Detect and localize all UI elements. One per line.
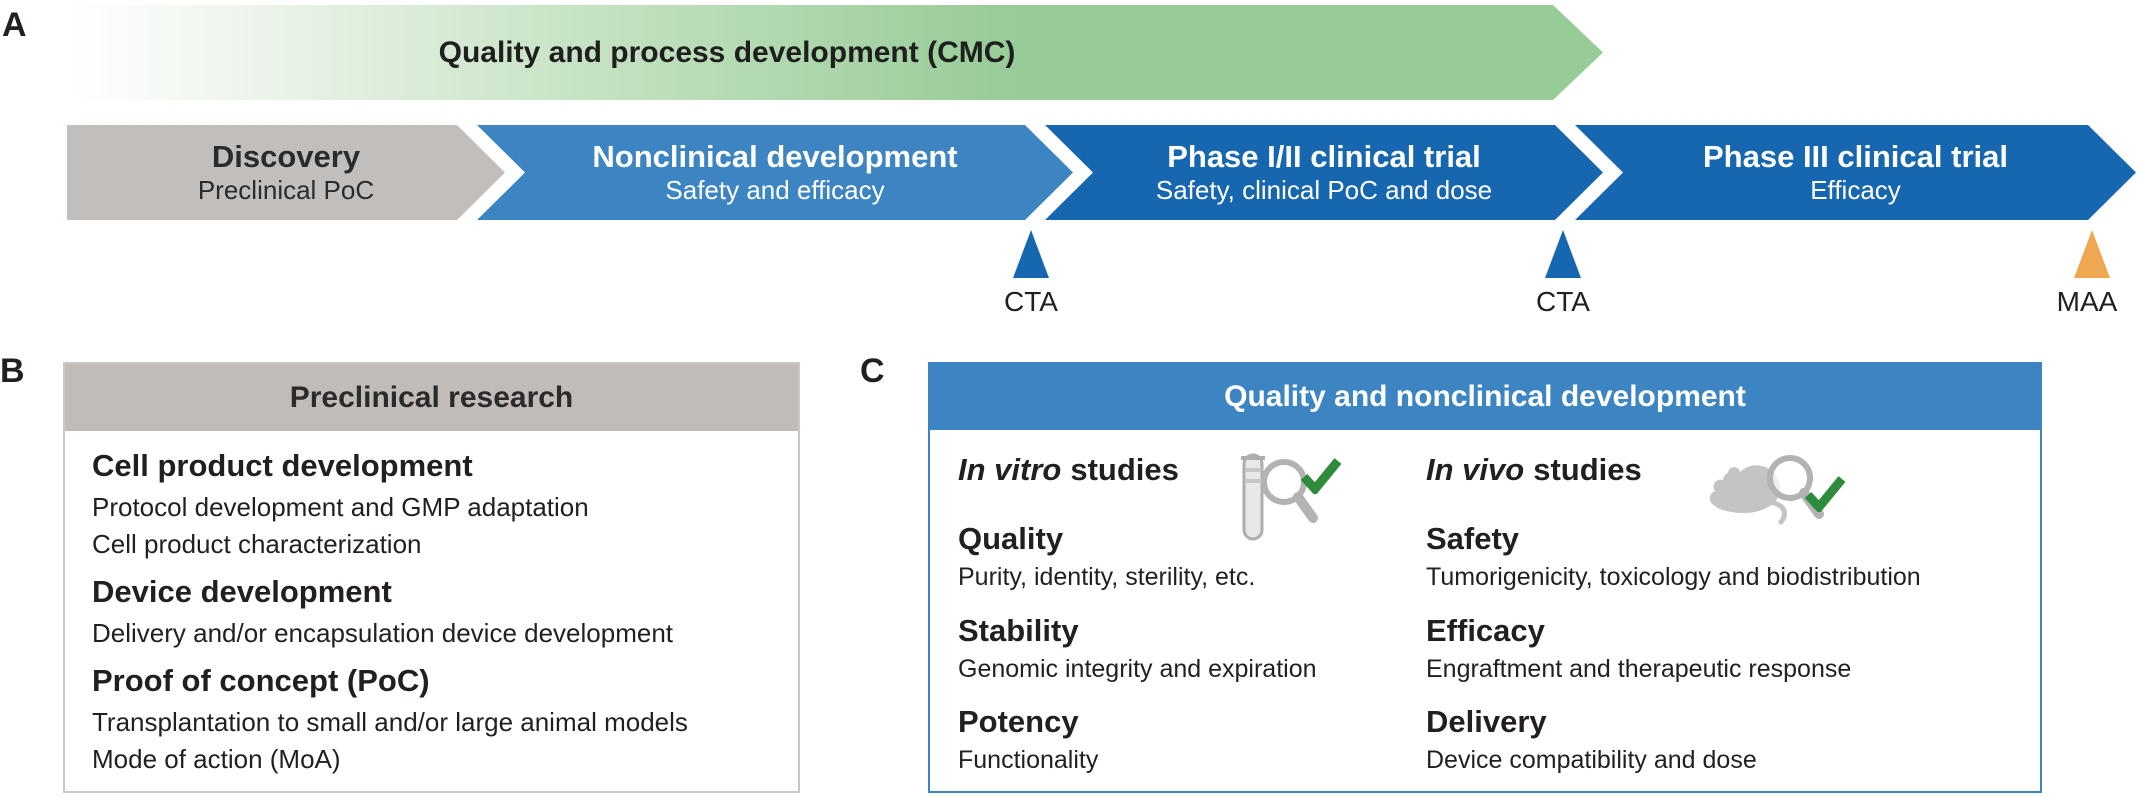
cta-marker-triangle-icon [1545,230,1581,278]
in-vitro-icon-cluster [1238,450,1398,550]
section-line: Engraftment and therapeutic response [1426,654,1852,683]
cmc-process-arrow: Quality and process development (CMC) [67,5,1603,100]
cta-marker-triangle-icon [1013,230,1049,278]
section-line: Mode of action (MoA) [92,744,341,775]
stage-title: Nonclinical development [592,139,958,175]
section-line: Purity, identity, sterility, etc. [958,563,1256,592]
panel-c-label: C [860,352,885,390]
panel-a-label: A [2,6,27,44]
stage-phase-3-clinical-trial: Phase III clinical trial Efficacy [1575,125,2136,220]
in-vitro-title-rest: studies [1070,452,1179,487]
stage-discovery: Discovery Preclinical PoC [67,125,505,220]
section-line: Delivery and/or encapsulation device dev… [92,618,674,649]
stage-phase-1-2-clinical-trial: Phase I/II clinical trial Safety, clinic… [1045,125,1603,220]
section-heading: Safety [1426,521,1520,556]
stage-title: Phase III clinical trial [1703,139,2008,175]
mouse-icon [1709,465,1787,525]
stage-nonclinical-development: Nonclinical development Safety and effic… [477,125,1073,220]
section-line: Protocol development and GMP adaptation [92,491,589,522]
section-heading: Efficacy [1426,612,1545,648]
stage-subtitle: Efficacy [1810,175,1901,206]
preclinical-research-body: Cell product development Protocol develo… [65,431,798,777]
stage-subtitle: Safety and efficacy [665,175,885,206]
milestone-label-maa: MAA [2056,286,2118,317]
section-heading: Quality [958,521,1064,556]
quality-nonclinical-body: In vitro studies [930,430,2040,797]
in-vitro-title-italic: In vitro [958,452,1062,487]
panel-b-label: B [0,352,25,390]
checkmark-icon [1804,476,1846,512]
section-line: Transplantation to small and/or large an… [92,707,688,738]
in-vivo-title-row: In vivo studies [1426,452,2024,525]
in-vivo-icon-cluster [1706,450,1866,550]
in-vivo-title: In vivo studies [1426,452,1642,487]
stage-title: Discovery [211,139,361,175]
cmc-arrow-label: Quality and process development (CMC) [438,35,1016,69]
preclinical-research-header: Preclinical research [65,364,798,431]
maa-marker-triangle-icon [2074,230,2110,278]
section-line: Tumorigenicity, toxicology and biodistri… [1426,563,1921,592]
section-heading: Stability [958,612,1079,648]
stage-subtitle: Safety, clinical PoC and dose [1155,175,1493,206]
section-line: Genomic integrity and expiration [958,654,1317,683]
magnifying-glass-icon [1261,459,1318,523]
section-heading: Proof of concept (PoC) [92,663,430,699]
section-heading: Potency [958,704,1079,740]
in-vivo-column: In vivo studies [1426,452,2024,797]
milestone-label-cta: CTA [1536,286,1590,317]
in-vivo-title-italic: In vivo [1426,452,1525,487]
section-heading: Device development [92,574,392,610]
stage-title: Phase I/II clinical trial [1167,139,1481,175]
quality-nonclinical-box: Quality and nonclinical development In v… [928,362,2042,793]
section-heading: Cell product development [92,448,473,483]
section-heading: Delivery [1426,704,1547,740]
section-line: Functionality [958,746,1099,775]
in-vivo-title-rest: studies [1533,452,1642,487]
in-vitro-column: In vitro studies [958,452,1426,797]
stage-subtitle: Preclinical PoC [197,175,375,206]
checkmark-icon [1300,458,1342,494]
section-line: Device compatibility and dose [1426,746,1757,775]
section-line: Cell product characterization [92,529,422,560]
quality-nonclinical-header: Quality and nonclinical development [930,364,2040,430]
test-tube-icon [1241,453,1265,541]
in-vitro-title: In vitro studies [958,452,1179,487]
in-vitro-title-row: In vitro studies [958,452,1426,541]
preclinical-research-box: Preclinical research Cell product develo… [63,362,800,793]
milestone-label-cta: CTA [1004,286,1058,317]
